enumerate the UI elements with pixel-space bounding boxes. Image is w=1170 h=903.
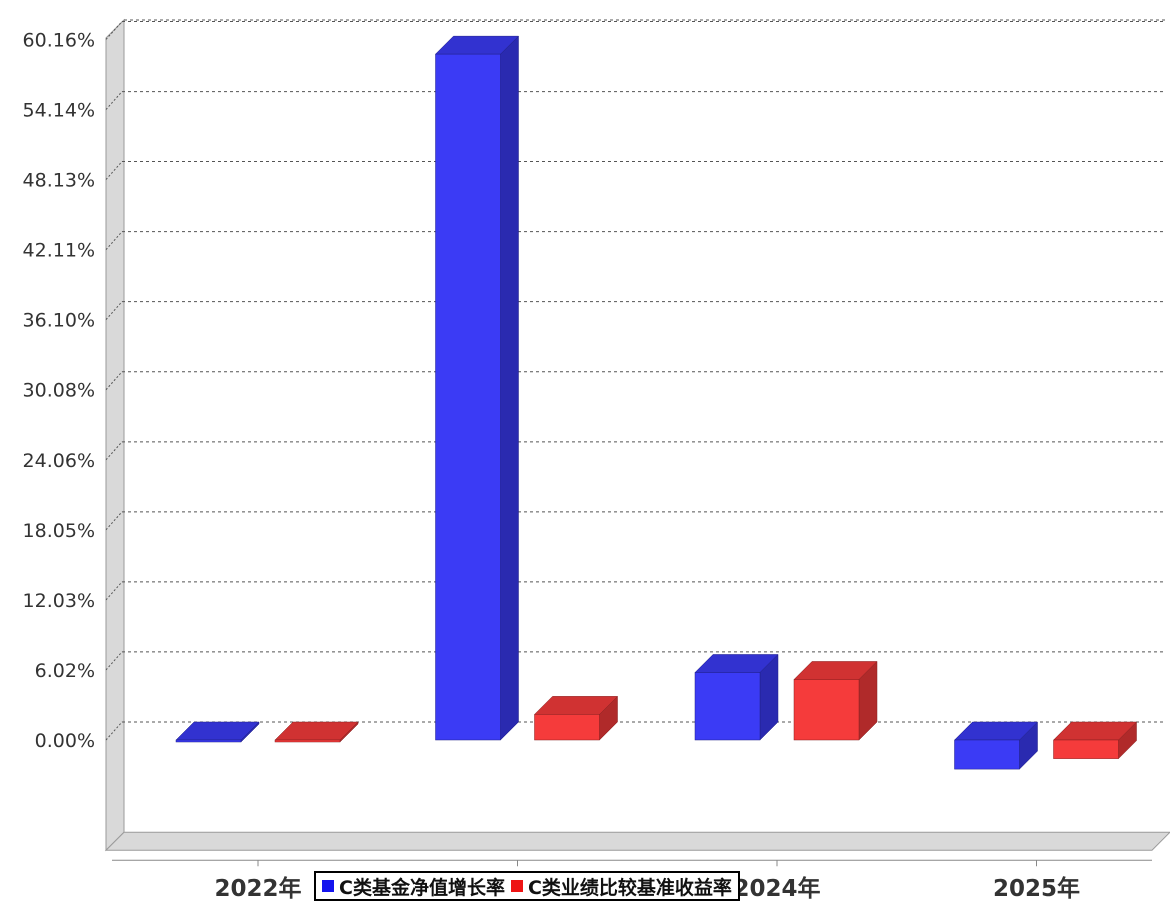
chart-gridlines: [105, 20, 1166, 741]
bar-side: [500, 35, 519, 741]
bar-nav-growth-2022年: [175, 721, 260, 743]
bar-front: [435, 53, 501, 741]
gridline-wall: [105, 371, 123, 391]
legend-swatch: [322, 880, 334, 892]
legend-item: C类基金净值增长率: [322, 873, 505, 900]
gridline-wall: [105, 231, 123, 250]
bar-front: [534, 714, 600, 741]
y-tick-label: 48.13%: [23, 170, 95, 192]
y-tick-label: 60.16%: [23, 29, 95, 51]
bar-nav-growth-2023年: [434, 35, 520, 741]
bar-benchmark-2023年: [533, 695, 619, 741]
chart-left-wall: [105, 18, 125, 852]
gridline-wall: [105, 91, 123, 110]
bar-benchmark-2025年: [1052, 721, 1138, 760]
y-tick-label: 12.03%: [23, 590, 95, 612]
y-axis-tick-labels: 0.00% 6.02% 12.03% 18.05% 24.06% 30.08% 36.10%…: [23, 29, 95, 752]
gridline-wall: [105, 511, 123, 531]
bar-nav-growth-2025年: [953, 721, 1039, 770]
legend-label: C类基金净值增长率: [339, 876, 505, 899]
y-tick-label: 30.08%: [23, 380, 95, 402]
bar-front: [793, 679, 860, 741]
gridline-wall: [105, 581, 123, 601]
bar-nav-growth-2024年: [694, 653, 779, 741]
legend-swatch: [510, 880, 523, 892]
bar-top: [175, 721, 260, 741]
y-tick-label: 18.05%: [23, 520, 95, 542]
bar-benchmark-2024年: [793, 660, 878, 741]
bar-front: [694, 672, 761, 741]
legend-label: C类业绩比较基准收益率: [527, 876, 732, 899]
bar-top: [274, 721, 359, 741]
chart-3d-walls: [104, 18, 1170, 852]
y-tick-label: 0.00%: [35, 730, 95, 752]
bar-front: [175, 739, 242, 743]
bar-benchmark-2022年: [274, 721, 359, 743]
y-tick-label: 36.10%: [23, 310, 95, 332]
x-tick-label: 2022年: [214, 875, 301, 902]
y-tick-label: 54.14%: [23, 100, 95, 122]
x-tick-label: 2024年: [733, 875, 820, 902]
gridline-wall: [105, 161, 123, 180]
y-tick-label: 24.06%: [23, 450, 95, 472]
gridline-wall: [105, 721, 123, 741]
gridline-wall: [105, 441, 123, 461]
bar-front: [274, 739, 341, 743]
y-tick-label: 42.11%: [23, 240, 95, 262]
gridline-wall: [105, 21, 123, 40]
bar-front: [1053, 739, 1119, 759]
y-tick-label: 6.02%: [35, 660, 95, 682]
gridline-wall: [105, 301, 123, 320]
gridline-wall: [105, 651, 123, 671]
chart-bars: [175, 35, 1138, 770]
chart-legend: C类基金净值增长率 C类业绩比较基准收益率: [314, 871, 740, 901]
x-tick-label: 2025年: [993, 875, 1080, 902]
bar-front: [954, 739, 1020, 770]
chart-floor: [104, 831, 1170, 851]
legend-item: C类业绩比较基准收益率: [510, 873, 732, 900]
